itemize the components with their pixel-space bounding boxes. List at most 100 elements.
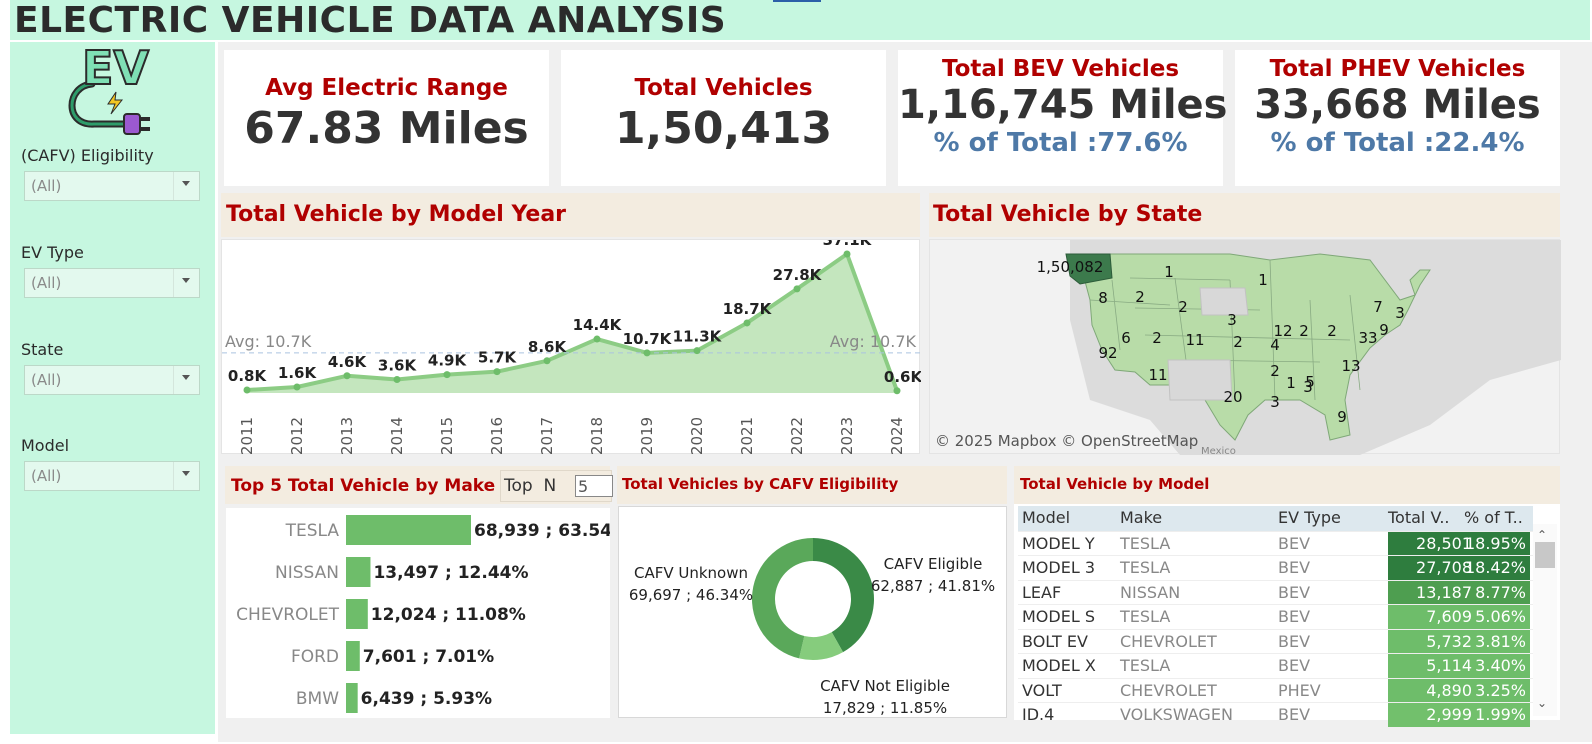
table-cell: MODEL 3 [1022, 558, 1096, 577]
filter-select-cafv[interactable]: (All) [24, 171, 200, 201]
map-country-label: Mexico [1201, 446, 1236, 455]
table-cell: 3.40% [1475, 656, 1526, 675]
table-cell: BEV [1278, 705, 1311, 724]
table-cell: BEV [1278, 558, 1311, 577]
scroll-up-icon[interactable]: ⌃ [1537, 528, 1548, 542]
col-header-total[interactable]: Total V.. [1388, 508, 1450, 527]
ev-logo-text: EV [82, 44, 149, 95]
table-cell: ID.4 [1022, 705, 1055, 724]
year-tick-label: 2023 [838, 417, 856, 455]
make-value-label: 68,939 ; 63.54% [474, 521, 610, 541]
table-cell: MODEL Y [1022, 533, 1095, 553]
year-point[interactable] [443, 371, 451, 379]
table-heat-cell: 28,501 18.95% [1388, 531, 1530, 556]
year-value-label: 8.6K [528, 338, 568, 356]
top-make-bar-chart[interactable]: TESLA 68,939 ; 63.54% NISSAN 13,497 ; 12.44… [226, 508, 629, 718]
table-row[interactable]: ID.4 VOLKSWAGEN BEV 2,999 1.99% [1018, 702, 1533, 727]
filter-select-ev-type[interactable]: (All) [24, 268, 200, 298]
map-state-value: 8 [1098, 289, 1108, 307]
col-header-percent[interactable]: % of T.. [1464, 508, 1523, 527]
make-bar[interactable] [346, 641, 360, 671]
map-state-value: 13 [1341, 357, 1360, 375]
kpi-total-vehicles: Total Vehicles 1,50,413 [561, 50, 886, 186]
year-value-label: 37.1K [823, 240, 873, 249]
year-point[interactable] [543, 357, 551, 365]
table-cell: BEV [1278, 607, 1311, 626]
chevron-down-icon[interactable] [173, 172, 199, 200]
map-washington-state [1065, 253, 1113, 285]
year-tick-label: 2014 [388, 417, 406, 455]
make-bar[interactable] [346, 683, 358, 713]
title-tab-indicator [773, 0, 821, 2]
year-point[interactable] [743, 319, 751, 327]
state-map-panel[interactable]: 1,50,082 1 8 2 2 1 6 2 11 3 2 4 12 2 2 7 3 33 9 92 11 20 2 1 3 5 1… [929, 239, 1561, 457]
year-point[interactable] [793, 285, 801, 293]
chevron-down-icon[interactable] [173, 269, 199, 297]
map-state-value: 2 [1299, 322, 1309, 340]
map-state-value: 2 [1270, 362, 1280, 380]
filter-select-model[interactable]: (All) [24, 461, 200, 491]
map-state-value: 2 [1178, 298, 1188, 316]
table-scrollbar[interactable]: ⌃ ⌄ [1533, 524, 1557, 716]
filter-value-ev-type: (All) [31, 274, 62, 292]
table-row[interactable]: VOLT CHEVROLET PHEV 4,890 3.25% [1018, 677, 1533, 703]
map-state-value: 5 [1305, 373, 1315, 391]
model-table-title: Total Vehicle by Model [1014, 466, 1560, 504]
scrollbar-thumb[interactable] [1535, 542, 1555, 568]
make-bar[interactable] [346, 557, 371, 587]
year-point[interactable] [493, 368, 501, 376]
table-row[interactable]: MODEL X TESLA BEV 5,114 3.40% [1018, 653, 1533, 678]
year-point[interactable] [593, 335, 601, 343]
cafv-slice[interactable] [813, 538, 874, 653]
table-row[interactable]: MODEL S TESLA BEV 7,609 5.06% [1018, 604, 1533, 629]
filter-select-state[interactable]: (All) [24, 365, 200, 395]
year-point[interactable] [693, 347, 701, 355]
cafv-donut-chart[interactable]: CAFV Eligible 62,887 ; 41.81% CAFV Not Eli… [619, 507, 1008, 719]
year-point[interactable] [843, 250, 851, 258]
year-area-chart[interactable]: Avg: 10.7K Avg: 10.7K 0.8K 2011 1.6K 2012 4.6K… [222, 231, 923, 455]
table-row[interactable]: MODEL 3 TESLA BEV 27,708 18.42% [1018, 555, 1533, 580]
table-row[interactable]: MODEL Y TESLA BEV 28,501 18.95% [1018, 530, 1533, 556]
topn-parameter: Top N [500, 470, 613, 502]
table-heat-cell: 5,114 3.40% [1388, 654, 1530, 678]
scroll-down-icon[interactable]: ⌄ [1537, 696, 1548, 710]
chevron-down-icon[interactable] [173, 366, 199, 394]
topn-input[interactable] [575, 475, 613, 497]
map-state-value: 2 [1233, 333, 1243, 351]
make-bar[interactable] [346, 515, 471, 545]
chevron-down-icon[interactable] [173, 462, 199, 490]
col-header-model[interactable]: Model [1022, 508, 1071, 527]
year-point[interactable] [343, 372, 351, 380]
table-row[interactable]: BOLT EV CHEVROLET BEV 5,732 3.81% [1018, 628, 1533, 654]
table-cell: TESLA [1120, 558, 1171, 577]
year-point[interactable] [643, 349, 651, 357]
table-cell: 18.95% [1464, 533, 1526, 553]
table-header: Model Make EV Type Total V.. % of T.. [1018, 506, 1533, 531]
page-title: ELECTRIC VEHICLE DATA ANALYSIS [14, 0, 727, 41]
cafv-slice[interactable] [799, 632, 844, 660]
make-bar[interactable] [346, 599, 368, 629]
map-state-value: 3 [1270, 393, 1280, 411]
col-header-make[interactable]: Make [1120, 508, 1163, 527]
year-point[interactable] [893, 387, 901, 395]
year-tick-label: 2015 [438, 417, 456, 455]
make-category-label: CHEVROLET [236, 605, 339, 625]
average-label: Avg: 10.7K [225, 332, 312, 351]
year-tick-label: 2018 [588, 417, 606, 455]
table-cell: 5,732 [1426, 631, 1472, 651]
year-point[interactable] [293, 383, 301, 391]
table-cell: 8.77% [1475, 582, 1526, 602]
year-point[interactable] [243, 386, 251, 394]
table-cell: 13,187 [1416, 582, 1472, 602]
col-header-ev-type[interactable]: EV Type [1278, 508, 1341, 527]
year-point[interactable] [393, 376, 401, 384]
cafv-slice[interactable] [752, 538, 813, 659]
year-tick-label: 2024 [888, 417, 906, 455]
model-table: Model Make EV Type Total V.. % of T.. MO… [1018, 506, 1533, 727]
filter-label-model: Model [21, 436, 70, 455]
year-chart-title: Total Vehicle by Model Year [221, 193, 920, 237]
table-row[interactable]: LEAF NISSAN BEV 13,187 8.77% [1018, 579, 1533, 605]
map-state-value: 1 [1258, 271, 1268, 289]
year-value-label: 1.6K [278, 364, 318, 382]
